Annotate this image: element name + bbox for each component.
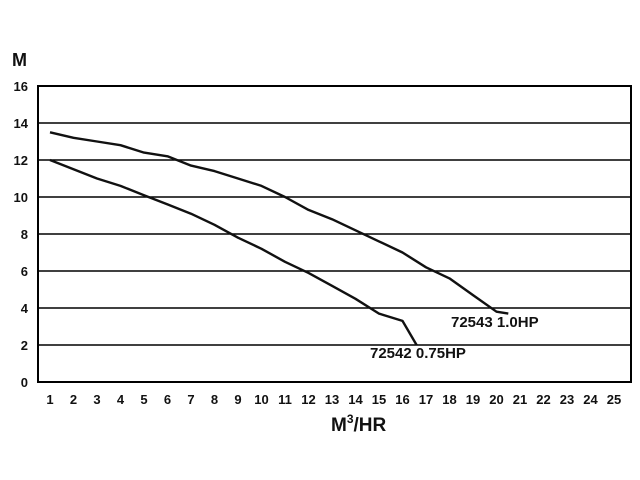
x-tick-label: 4 (117, 392, 125, 407)
x-tick-label: 10 (254, 392, 268, 407)
x-tick-label: 25 (607, 392, 621, 407)
x-tick-label: 15 (372, 392, 386, 407)
x-axis-title: M3/HR (331, 412, 387, 436)
x-tick-label: 22 (536, 392, 550, 407)
y-tick-label: 14 (14, 116, 29, 131)
y-tick-label: 0 (21, 375, 28, 390)
x-tick-label: 7 (187, 392, 194, 407)
y-tick-label: 4 (21, 301, 29, 316)
x-tick-label: 23 (560, 392, 574, 407)
y-tick-label: 16 (14, 79, 28, 94)
x-axis-title-sup: 3 (347, 412, 354, 426)
x-tick-label: 13 (325, 392, 339, 407)
gridlines (38, 122, 631, 346)
x-tick-label: 17 (419, 392, 433, 407)
series-label-72543: 72543 1.0HP (451, 314, 539, 331)
x-tick-label: 20 (489, 392, 503, 407)
y-tick-label: 6 (21, 264, 28, 279)
x-tick-label: 24 (583, 392, 598, 407)
x-tick-label: 8 (211, 392, 218, 407)
y-axis-title: M (12, 50, 27, 70)
y-tick-label: 8 (21, 227, 28, 242)
y-tick-label: 12 (14, 153, 28, 168)
x-axis-title-base: M (331, 415, 347, 436)
x-axis-title-rest: /HR (354, 415, 387, 436)
x-tick-label: 2 (70, 392, 77, 407)
x-tick-label: 12 (301, 392, 315, 407)
y-tick-label: 10 (14, 190, 28, 205)
y-tick-label: 2 (21, 338, 28, 353)
x-tick-label: 1 (46, 392, 53, 407)
x-tick-label: 16 (395, 392, 409, 407)
x-tick-labels: 1 2 3 4 5 6 7 8 9 10 11 12 13 14 15 16 17 18 19 20 21 22 23 24 2… (46, 392, 621, 407)
x-tick-label: 18 (442, 392, 456, 407)
x-tick-label: 9 (234, 392, 241, 407)
x-tick-label: 19 (466, 392, 480, 407)
x-tick-label: 5 (140, 392, 147, 407)
series-line-1 (49, 158, 418, 346)
series-lines (49, 131, 509, 346)
x-tick-label: 14 (348, 392, 363, 407)
x-tick-label: 21 (513, 392, 527, 407)
x-tick-label: 6 (164, 392, 171, 407)
x-tick-label: 3 (93, 392, 100, 407)
series-line-0 (49, 131, 509, 315)
x-tick-label: 11 (278, 392, 292, 407)
series-label-72542: 72542 0.75HP (370, 345, 466, 362)
y-tick-labels: 0 2 4 6 8 10 12 14 16 (14, 79, 29, 390)
